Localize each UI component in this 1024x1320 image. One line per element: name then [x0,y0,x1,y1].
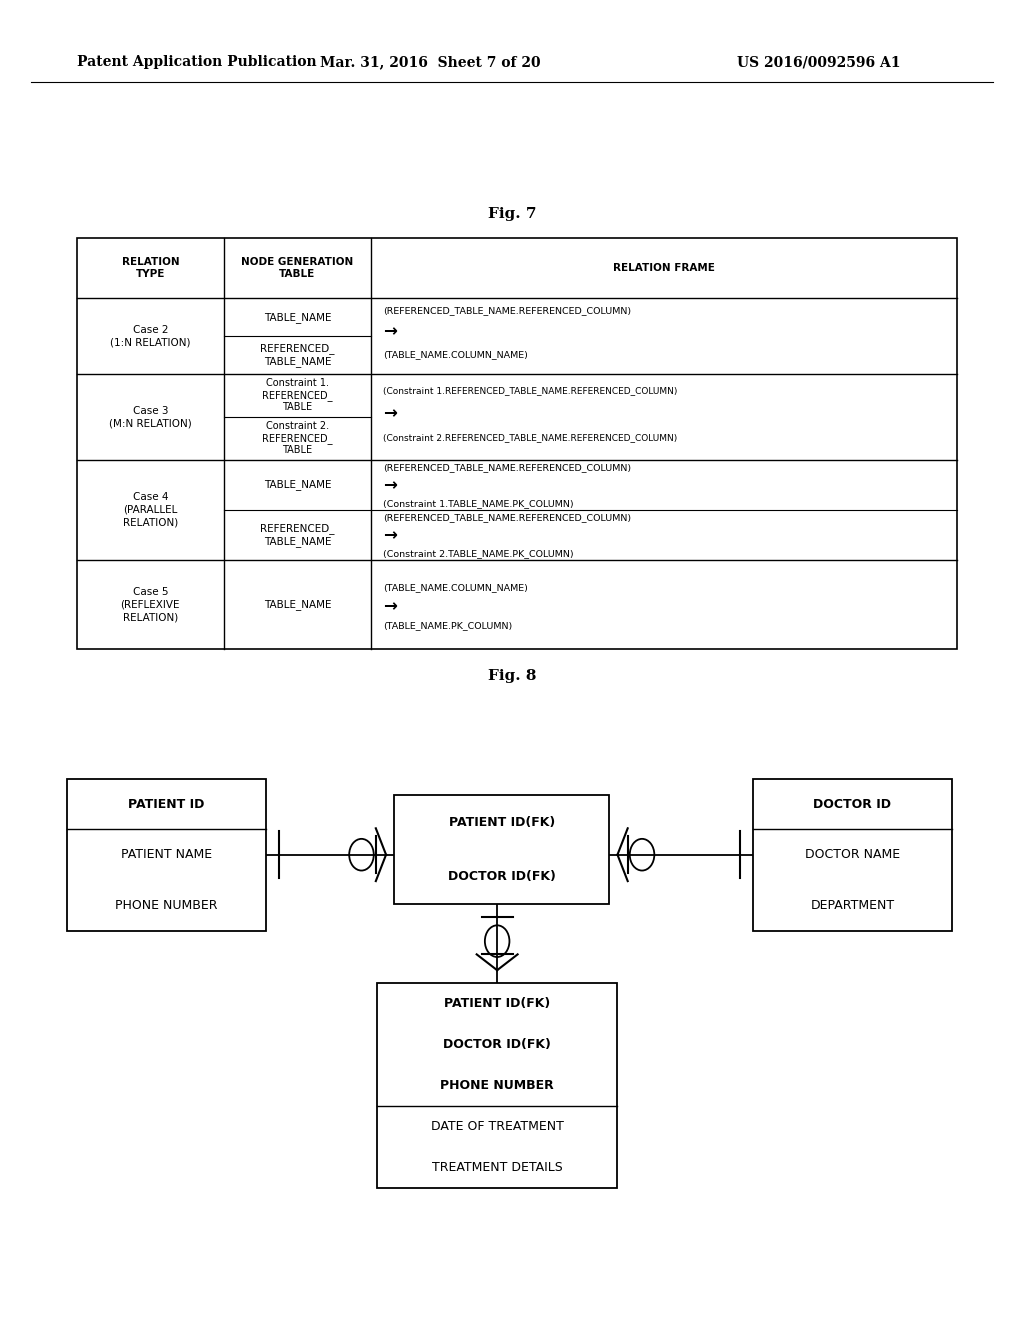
Text: TABLE_NAME: TABLE_NAME [263,312,331,322]
Text: Case 2
(1:N RELATION): Case 2 (1:N RELATION) [111,325,190,347]
Text: PATIENT ID(FK): PATIENT ID(FK) [449,816,555,829]
Text: DOCTOR NAME: DOCTOR NAME [805,849,900,861]
Text: TREATMENT DETAILS: TREATMENT DETAILS [432,1162,562,1173]
Bar [77,238,957,649]
Bar [67,779,266,931]
Text: (TABLE_NAME.COLUMN_NAME): (TABLE_NAME.COLUMN_NAME) [383,350,528,359]
Text: (REFERENCED_TABLE_NAME.REFERENCED_COLUMN): (REFERENCED_TABLE_NAME.REFERENCED_COLUMN… [383,513,632,523]
Text: DATE OF TREATMENT: DATE OF TREATMENT [431,1121,563,1133]
Text: RELATION FRAME: RELATION FRAME [613,263,715,273]
Text: Case 4
(PARALLEL
RELATION): Case 4 (PARALLEL RELATION) [123,492,178,527]
Text: →: → [383,322,397,341]
Text: REFERENCED_
TABLE_NAME: REFERENCED_ TABLE_NAME [260,523,335,546]
Text: Constraint 2.
REFERENCED_
TABLE: Constraint 2. REFERENCED_ TABLE [262,421,333,455]
Text: Constraint 1.
REFERENCED_
TABLE: Constraint 1. REFERENCED_ TABLE [262,379,333,412]
Text: →: → [383,598,397,615]
Text: PATIENT NAME: PATIENT NAME [121,849,212,861]
Text: (Constraint 1.REFERENCED_TABLE_NAME.REFERENCED_COLUMN): (Constraint 1.REFERENCED_TABLE_NAME.REFE… [383,387,678,396]
Text: Mar. 31, 2016  Sheet 7 of 20: Mar. 31, 2016 Sheet 7 of 20 [319,55,541,69]
Bar [753,779,952,931]
Text: TABLE_NAME: TABLE_NAME [263,479,331,490]
Text: Case 3
(M:N RELATION): Case 3 (M:N RELATION) [109,405,191,428]
Text: Case 5
(REFLEXIVE
RELATION): Case 5 (REFLEXIVE RELATION) [121,587,180,622]
Text: (REFERENCED_TABLE_NAME.REFERENCED_COLUMN): (REFERENCED_TABLE_NAME.REFERENCED_COLUMN… [383,463,632,473]
Text: DOCTOR ID(FK): DOCTOR ID(FK) [447,870,556,883]
Text: Patent Application Publication: Patent Application Publication [77,55,316,69]
Text: PHONE NUMBER: PHONE NUMBER [115,899,218,912]
Text: DOCTOR ID: DOCTOR ID [813,797,892,810]
Text: Fig. 8: Fig. 8 [487,669,537,682]
Text: →: → [383,475,397,494]
Text: PATIENT ID(FK): PATIENT ID(FK) [444,998,550,1010]
Text: (Constraint 2.TABLE_NAME.PK_COLUMN): (Constraint 2.TABLE_NAME.PK_COLUMN) [383,549,573,558]
Text: (TABLE_NAME.PK_COLUMN): (TABLE_NAME.PK_COLUMN) [383,620,512,630]
Text: RELATION
TYPE: RELATION TYPE [122,257,179,279]
Text: REFERENCED_
TABLE_NAME: REFERENCED_ TABLE_NAME [260,343,335,367]
Text: (REFERENCED_TABLE_NAME.REFERENCED_COLUMN): (REFERENCED_TABLE_NAME.REFERENCED_COLUMN… [383,306,632,315]
Text: TABLE_NAME: TABLE_NAME [263,599,331,610]
Text: →: → [383,404,397,422]
Text: NODE GENERATION
TABLE: NODE GENERATION TABLE [242,257,353,279]
Bar [377,983,617,1188]
Text: US 2016/0092596 A1: US 2016/0092596 A1 [737,55,901,69]
Text: Fig. 7: Fig. 7 [487,207,537,220]
Text: DOCTOR ID(FK): DOCTOR ID(FK) [443,1039,551,1051]
Text: (Constraint 2.REFERENCED_TABLE_NAME.REFERENCED_COLUMN): (Constraint 2.REFERENCED_TABLE_NAME.REFE… [383,433,678,442]
Bar [394,795,609,904]
Text: (Constraint 1.TABLE_NAME.PK_COLUMN): (Constraint 1.TABLE_NAME.PK_COLUMN) [383,499,573,508]
Text: PHONE NUMBER: PHONE NUMBER [440,1080,554,1092]
Text: →: → [383,525,397,544]
Text: DEPARTMENT: DEPARTMENT [810,899,895,912]
Text: (TABLE_NAME.COLUMN_NAME): (TABLE_NAME.COLUMN_NAME) [383,583,528,591]
Text: PATIENT ID: PATIENT ID [128,797,205,810]
